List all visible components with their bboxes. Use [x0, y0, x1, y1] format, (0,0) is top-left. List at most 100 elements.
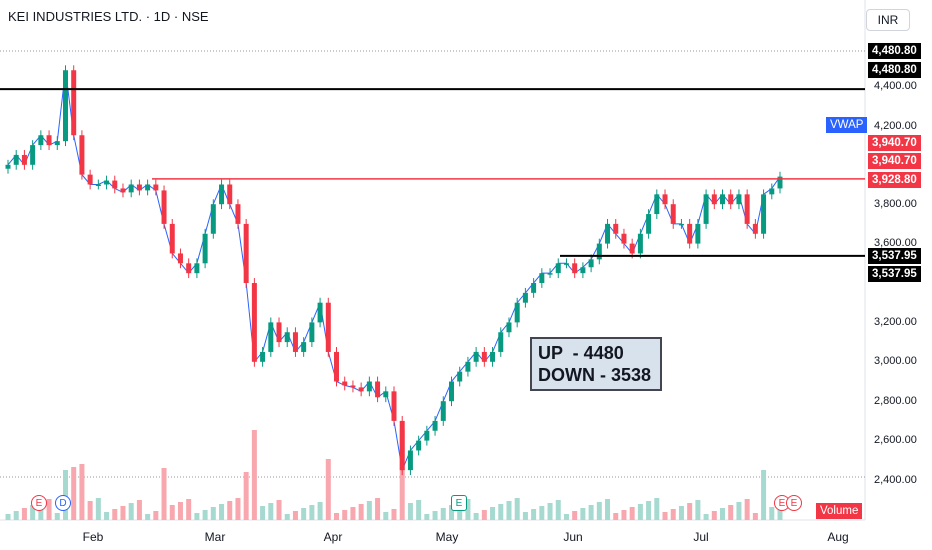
time-label: May — [435, 530, 459, 544]
price-tick: 2,400.00 — [874, 474, 917, 486]
candle-body — [448, 381, 454, 402]
volume-bar — [268, 503, 274, 520]
price-tag-red-level: 3,928.80 — [868, 172, 921, 188]
time-label: Feb — [82, 530, 104, 544]
volume-bar — [563, 514, 569, 520]
volume-bar — [752, 513, 758, 520]
volume-bar — [325, 459, 331, 520]
volume-bar — [391, 509, 397, 520]
candle-body — [153, 184, 159, 191]
volume-bar — [71, 467, 77, 520]
candle-body — [736, 194, 742, 205]
volume-bar — [522, 512, 528, 520]
volume-bar — [531, 509, 537, 520]
volume-bar — [334, 513, 340, 520]
candle-body — [613, 223, 619, 234]
price-tag-last: 3,940.70 — [868, 153, 921, 169]
candle-body — [13, 154, 19, 165]
earnings-event-icon[interactable]: E — [786, 495, 802, 511]
candle-body — [531, 283, 537, 293]
candle-body — [194, 263, 200, 274]
candle-body — [752, 223, 758, 234]
annotation-note[interactable]: UP - 4480 DOWN - 3538 — [530, 337, 662, 391]
volume-bar — [637, 504, 643, 520]
volume-bar — [366, 501, 372, 520]
earnings-event-icon[interactable]: E — [31, 495, 47, 511]
candle-body — [711, 194, 717, 205]
dividend-event-icon[interactable]: D — [55, 495, 71, 511]
volume-bar — [301, 508, 307, 520]
candle-body — [769, 188, 775, 195]
price-tick: 4,200.00 — [874, 120, 917, 132]
candle-body — [621, 233, 627, 244]
volume-bar — [777, 504, 783, 520]
candle-body — [555, 263, 561, 274]
volume-bar — [79, 464, 85, 520]
candle-body — [350, 385, 356, 388]
candle-body — [646, 214, 652, 234]
candle-body — [703, 194, 709, 224]
candle-body — [744, 194, 750, 224]
volume-bar — [227, 501, 233, 520]
currency-button[interactable]: INR — [866, 9, 910, 31]
candle-body — [366, 381, 372, 392]
candle-body — [260, 351, 266, 362]
earnings-event-icon[interactable]: E — [451, 495, 467, 511]
volume-bar — [539, 506, 545, 520]
volume-bar — [194, 513, 200, 520]
volume-bar — [514, 498, 520, 520]
candle-body — [424, 430, 430, 441]
volume-bar — [588, 505, 594, 520]
volume-bar — [161, 468, 167, 520]
volume-bar — [605, 499, 611, 520]
volume-bar — [317, 502, 323, 520]
candle-body — [243, 223, 249, 283]
candle-body — [761, 194, 767, 234]
volume-bar — [292, 511, 298, 520]
candle-body — [432, 420, 438, 431]
candle-body — [695, 223, 701, 244]
price-tick: 3,800.00 — [874, 198, 917, 210]
candle-body — [317, 302, 323, 323]
price-tick: 3,600.00 — [874, 237, 917, 249]
volume-bar — [744, 499, 750, 520]
candle-body — [334, 351, 340, 382]
volume-bar — [104, 512, 110, 520]
volume-bar — [711, 511, 717, 520]
candle-body — [572, 263, 578, 274]
volume-bar — [342, 510, 348, 520]
candle-body — [95, 184, 101, 186]
price-tag-last: 3,940.70 — [868, 135, 921, 151]
candle-body — [391, 391, 397, 421]
volume-bar — [432, 511, 438, 520]
candle-body — [161, 190, 167, 224]
candle-body — [457, 371, 463, 382]
candle-body — [219, 184, 225, 205]
vwap-tag: VWAP — [826, 117, 868, 133]
candle-body — [342, 381, 348, 386]
volume-bar — [5, 514, 11, 520]
volume-bar — [670, 509, 676, 520]
volume-bar — [95, 498, 101, 520]
candle-body — [440, 401, 446, 421]
candle-body — [629, 243, 635, 254]
volume-bar — [646, 501, 652, 520]
candle-body — [399, 420, 405, 471]
volume-bar — [440, 508, 446, 520]
candle-body — [210, 204, 216, 234]
volume-bar — [210, 507, 216, 520]
candle-body — [563, 263, 569, 265]
candle-body — [522, 292, 528, 303]
volume-bar — [720, 508, 726, 520]
candle-body — [177, 253, 183, 264]
candle-body — [79, 135, 85, 175]
candle-body — [407, 450, 413, 471]
volume-bar — [38, 502, 44, 520]
volume-bar — [506, 501, 512, 520]
candle-body — [777, 176, 783, 189]
candle-body — [71, 70, 77, 136]
candle-body — [136, 184, 142, 191]
candle-body — [46, 135, 52, 146]
candle-body — [465, 361, 471, 372]
